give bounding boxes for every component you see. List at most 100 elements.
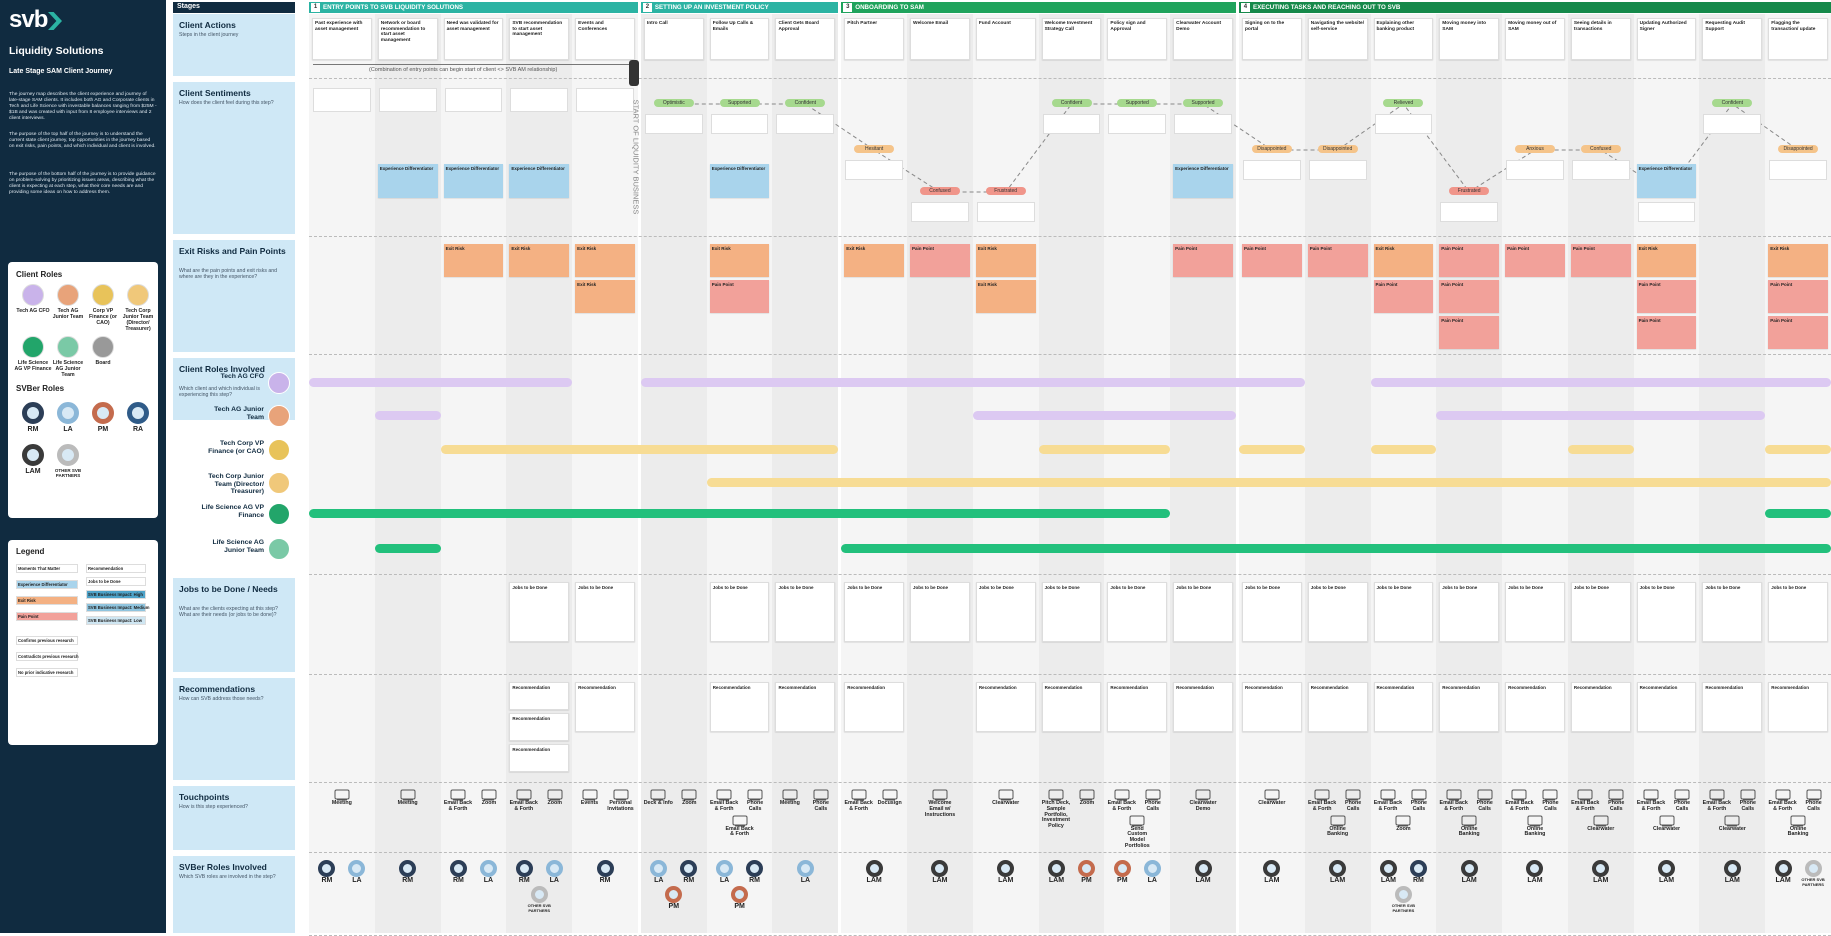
svber-roles: LAM [1437, 860, 1501, 932]
action-title: Client Gets Board Approval [778, 21, 819, 32]
sentiment-callout [845, 160, 904, 180]
touchpoint-label: Clearwater [1587, 825, 1615, 832]
touchpoint: Events [575, 788, 605, 813]
touchpoint-icon [1717, 814, 1747, 827]
role-involved-avatar [268, 405, 290, 427]
recommendation-card: Recommendation [1439, 682, 1500, 732]
role-span-bar [374, 544, 441, 553]
action-card: Explaining other banking product [1373, 18, 1434, 60]
jobs-card: Jobs to be Done [1439, 582, 1500, 642]
touchpoint: Email Back & Forth [1768, 788, 1798, 813]
touchpoint-icon [1570, 788, 1600, 801]
sentiment-node: Anxious [1514, 145, 1555, 153]
row-divider [309, 782, 1831, 783]
touchpoint: Clearwater [1652, 814, 1682, 833]
role-label: Tech AG Junior Team [52, 308, 84, 320]
pain-point-card: Pain Point [1307, 244, 1368, 277]
sentiment-node: Frustrated [985, 187, 1026, 195]
touchpoint-icon [1586, 814, 1616, 827]
legend-label: SVB Business Impact: High [88, 592, 143, 597]
svber-label: RM [402, 877, 414, 884]
touchpoint-icon [925, 788, 955, 801]
sentiment-node: Frustrated [1449, 187, 1490, 195]
touchpoint-label: Pitch Deck, Sample Portfolio, Investment… [1041, 800, 1071, 830]
action-title: Pitch Partner [847, 21, 878, 26]
action-card: Navigating the website/ self-service [1307, 18, 1368, 60]
exit-risk-card: Exit Risk [575, 244, 635, 277]
jobs-card: Jobs to be Done [910, 582, 970, 642]
experience-differentiator: Experience Differentiator [1173, 164, 1233, 198]
role-avatar [127, 284, 149, 306]
touchpoint: Zoom [1388, 814, 1418, 833]
svber-roles: LAM OTHER SVB PARTNERS [1766, 860, 1830, 932]
touchpoint: Email Back & Forth [1373, 788, 1403, 813]
recommendation-card: Recommendation [1041, 682, 1102, 732]
touchpoint: Email Back & Forth [509, 788, 539, 813]
svber-roles: LAM [1569, 860, 1633, 932]
row-divider [309, 852, 1831, 853]
touchpoint: Zoom [474, 788, 504, 813]
touchpoint-icon [844, 788, 874, 801]
action-title: Explaining other banking product [1376, 21, 1415, 32]
jobs-card: Jobs to be Done [1107, 582, 1168, 642]
legend-swatch [86, 590, 146, 599]
stage-header: 3 ONBOARDING TO SAM [841, 2, 1236, 13]
role-span-bar [1765, 509, 1831, 518]
jobs-card: Jobs to be Done [575, 582, 635, 642]
touchpoint: Phone Calls [1138, 788, 1168, 813]
touchpoint: Phone Calls [1338, 788, 1368, 813]
touchpoints: Email Back & Forth Phone Calls Email Back … [708, 788, 772, 850]
row-title: Client Sentiments [179, 88, 251, 98]
entry-arrow [313, 64, 631, 65]
touchpoint-label: Clearwater [1258, 800, 1286, 806]
legend-label: SVB Business Impact: Medium [88, 605, 150, 610]
svber-avatar [530, 886, 548, 903]
touchpoint-label: Phone Calls [1542, 800, 1559, 812]
sentiment-callout [1637, 202, 1696, 222]
row-title: Exit Risks and Pain Points [179, 246, 286, 256]
sentiment-callout [1440, 202, 1499, 222]
touchpoint: Online Banking [1323, 814, 1353, 839]
action-title: Moving money into SAM [1442, 21, 1487, 32]
sentiment-node: Confused [1580, 145, 1621, 153]
svber-avatar [1460, 860, 1478, 877]
role-span-bar [309, 378, 573, 387]
recommendation-card: Recommendation [1505, 682, 1565, 732]
jobs-card: Jobs to be Done [975, 582, 1036, 642]
svber-avatar [716, 860, 734, 877]
action-card: Seeing details in transactions [1570, 18, 1631, 60]
action-title: Moving money out of SAM [1508, 21, 1557, 32]
svber-label: LAM [1527, 877, 1543, 884]
touchpoint-icon [1504, 788, 1534, 801]
svber-label: LAM [1658, 877, 1675, 884]
sentiment-node: Supported [719, 99, 760, 107]
touchpoint-icon [575, 788, 605, 801]
touchpoint: Zoom [540, 788, 570, 813]
touchpoint: Phone Calls [806, 788, 836, 813]
svber-roles: LAM [1240, 860, 1304, 932]
svber-label: RM [599, 877, 611, 884]
svber-role: LAM [1769, 860, 1797, 887]
role-span-bar [841, 544, 1831, 553]
sidebar: svb Liquidity Solutions Late Stage SAM Cli… [0, 0, 166, 933]
touchpoint-label: Welcome Email w/ Instructions [924, 800, 956, 818]
recommendation-card: Recommendation [844, 682, 905, 732]
sentiment-node: Supported [1117, 99, 1158, 107]
svber-label: OTHER SVB PARTNERS [54, 468, 82, 478]
jobs-card: Jobs to be Done [1041, 582, 1102, 642]
svber-role: LA [711, 860, 739, 884]
touchpoints: Email Back & Forth Zoom [442, 788, 506, 850]
role-involved-avatar [268, 372, 290, 394]
svber-label: LAM [866, 877, 882, 884]
svber-avatar [596, 860, 614, 877]
exit-risk-card: Exit Risk [975, 244, 1036, 277]
role-involved-name: Life Science AG VP Finance [201, 504, 264, 519]
svber-label: RM [1412, 877, 1424, 884]
touchpoints: Meeting [376, 788, 440, 850]
action-title: Requesting Audit Support [1705, 21, 1745, 32]
touchpoint-label: Docusign [877, 800, 902, 806]
legend-label: Moments That Matter [18, 566, 61, 571]
action-title: Signing on to the portal [1244, 21, 1285, 32]
row-label-box: Exit Risks and Pain Points What are the p… [173, 240, 295, 352]
exit-risk-card: Exit Risk [509, 244, 570, 277]
